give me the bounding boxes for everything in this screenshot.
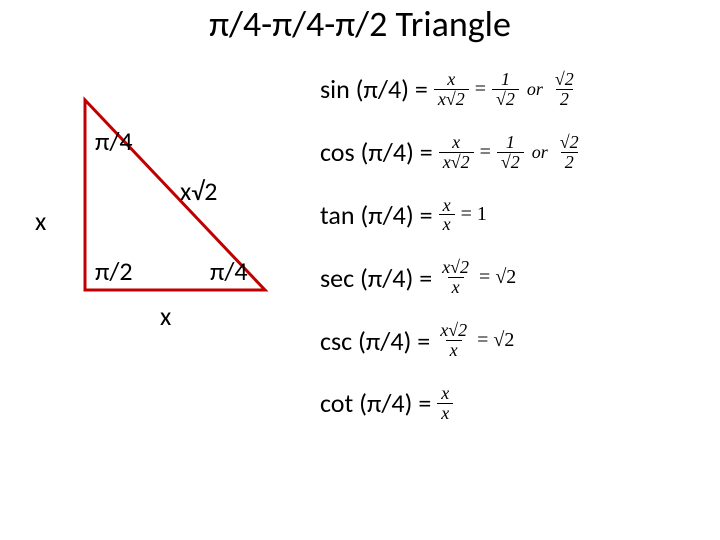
- equation-row: cos (π/4) =xx√2=1√2or√22: [320, 133, 700, 172]
- equation-row: csc (π/4) =x√2x = √2: [320, 321, 700, 360]
- equation-lhs: tan (π/4) =: [320, 199, 433, 231]
- equation-lhs: sin (π/4) =: [320, 73, 428, 105]
- equation-row: tan (π/4) =xx = 1: [320, 196, 700, 235]
- equation-result: = 1: [461, 203, 487, 226]
- equation-result: = √2: [479, 266, 516, 289]
- equation-rhs: xx√2=1√2or√22: [434, 70, 578, 109]
- label-right-angle: π/2: [95, 255, 133, 287]
- equation-result: = √2: [477, 329, 514, 352]
- equation-row: cot (π/4) =xx: [320, 384, 700, 423]
- equations-list: sin (π/4) =xx√2=1√2or√22cos (π/4) =xx√2=…: [320, 70, 700, 447]
- label-left-side: x: [35, 205, 46, 237]
- or-text: or: [527, 79, 543, 100]
- triangle-diagram: π/4 x x√2 π/2 π/4 x: [40, 90, 290, 350]
- equation-row: sin (π/4) =xx√2=1√2or√22: [320, 70, 700, 109]
- equation-rhs: x√2x = √2: [436, 321, 520, 360]
- equation-rhs: xx√2=1√2or√22: [439, 133, 583, 172]
- equation-row: sec (π/4) =x√2x = √2: [320, 258, 700, 297]
- equation-rhs: x√2x = √2: [438, 258, 522, 297]
- page-title: π/4-π/4-π/2 Triangle: [0, 2, 720, 46]
- or-text: or: [532, 142, 548, 163]
- label-bottom-angle: π/4: [210, 255, 248, 287]
- label-hypotenuse: x√2: [180, 175, 217, 207]
- label-bottom-side: x: [160, 300, 171, 332]
- equation-lhs: csc (π/4) =: [320, 325, 430, 357]
- equation-lhs: cot (π/4) =: [320, 387, 431, 419]
- label-top-angle: π/4: [95, 125, 133, 157]
- equation-rhs: xx = 1: [439, 196, 493, 235]
- equation-rhs: xx: [437, 384, 453, 423]
- equation-lhs: sec (π/4) =: [320, 262, 432, 294]
- equation-lhs: cos (π/4) =: [320, 136, 433, 168]
